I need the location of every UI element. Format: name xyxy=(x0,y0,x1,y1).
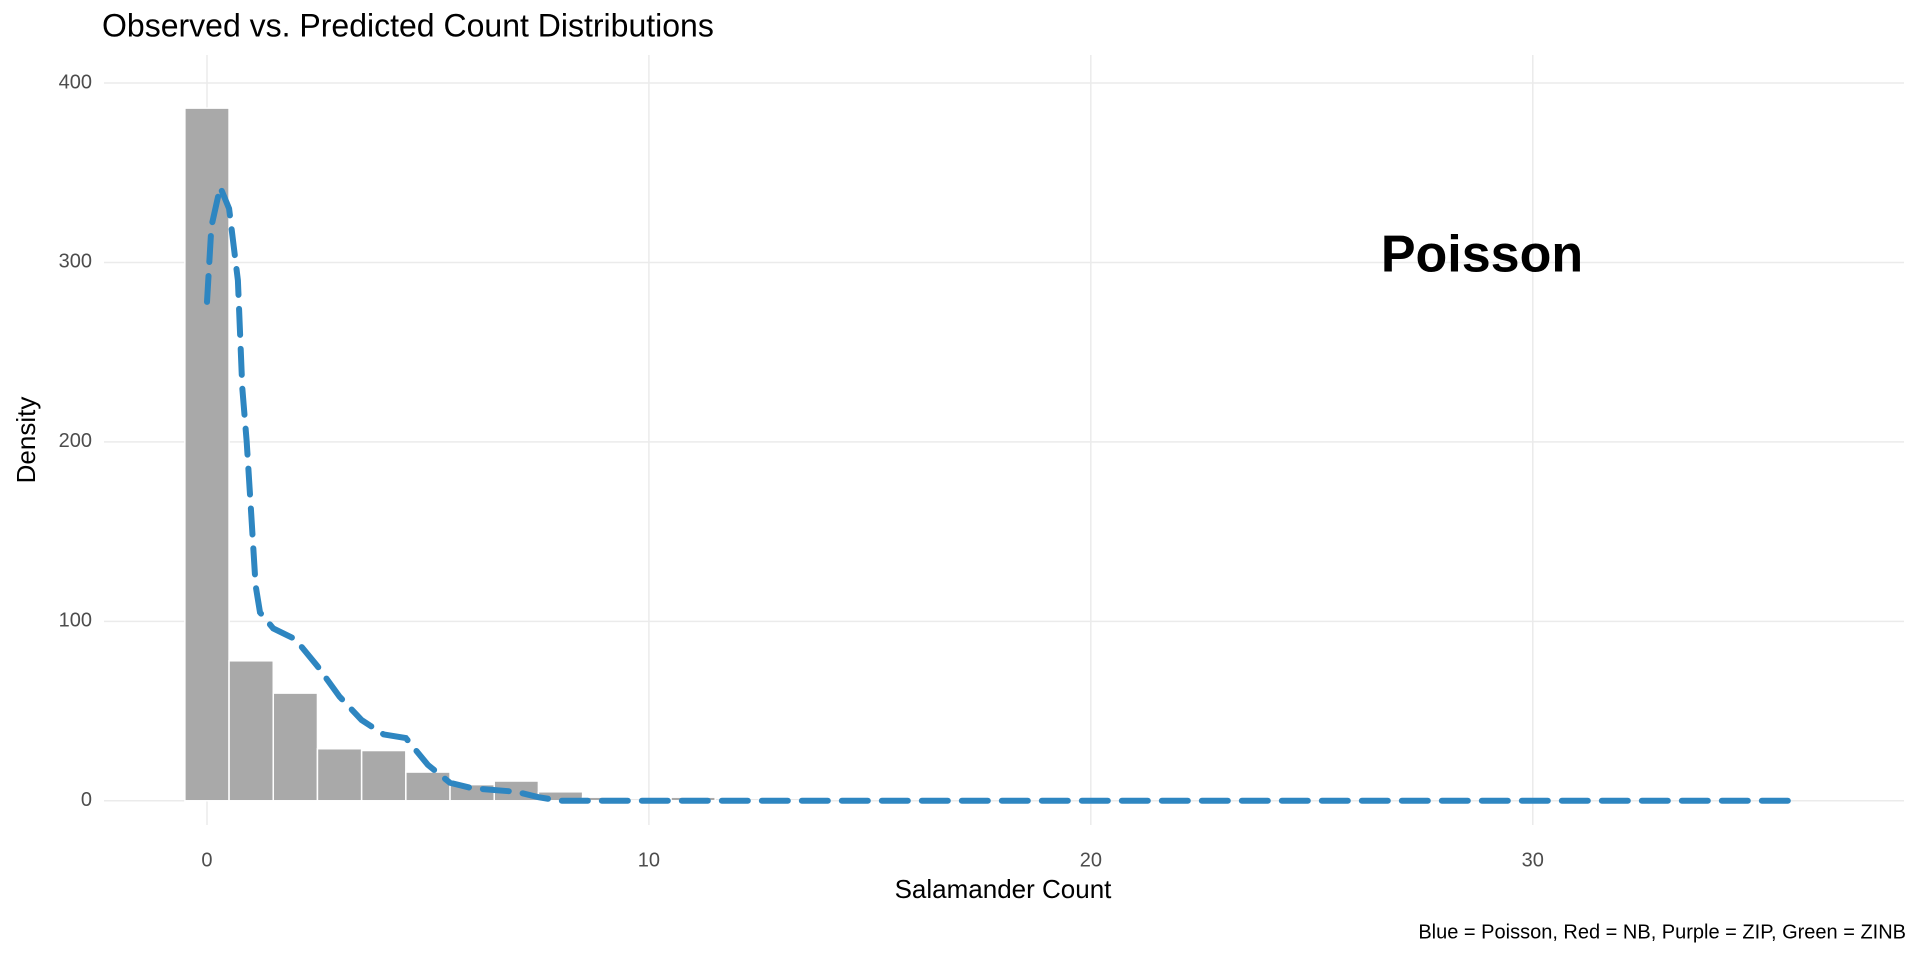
y-tick-label: 300 xyxy=(59,251,92,273)
y-tick-label: 400 xyxy=(59,71,92,93)
grid xyxy=(104,55,1904,825)
bar xyxy=(228,660,275,802)
x-tick-label: 30 xyxy=(1522,849,1544,871)
density-curve xyxy=(204,177,1801,804)
bar xyxy=(316,747,363,802)
x-axis-title: Salamander Count xyxy=(895,874,1113,904)
bar xyxy=(272,692,319,802)
chart-title: Observed vs. Predicted Count Distributio… xyxy=(102,7,714,43)
y-axis-title: Density xyxy=(11,397,41,484)
x-tick-label: 10 xyxy=(638,849,660,871)
bar xyxy=(360,749,407,802)
x-tick-label: 0 xyxy=(201,849,212,871)
y-tick-label: 100 xyxy=(59,610,92,632)
annotation: Poisson xyxy=(1381,226,1583,284)
y-tick-label: 0 xyxy=(81,789,92,811)
y-tick-label: 200 xyxy=(59,430,92,452)
caption: Blue = Poisson, Red = NB, Purple = ZIP, … xyxy=(1418,921,1906,943)
plot-marks xyxy=(184,107,1801,804)
x-tick-label: 20 xyxy=(1080,849,1102,871)
bar xyxy=(184,107,230,802)
